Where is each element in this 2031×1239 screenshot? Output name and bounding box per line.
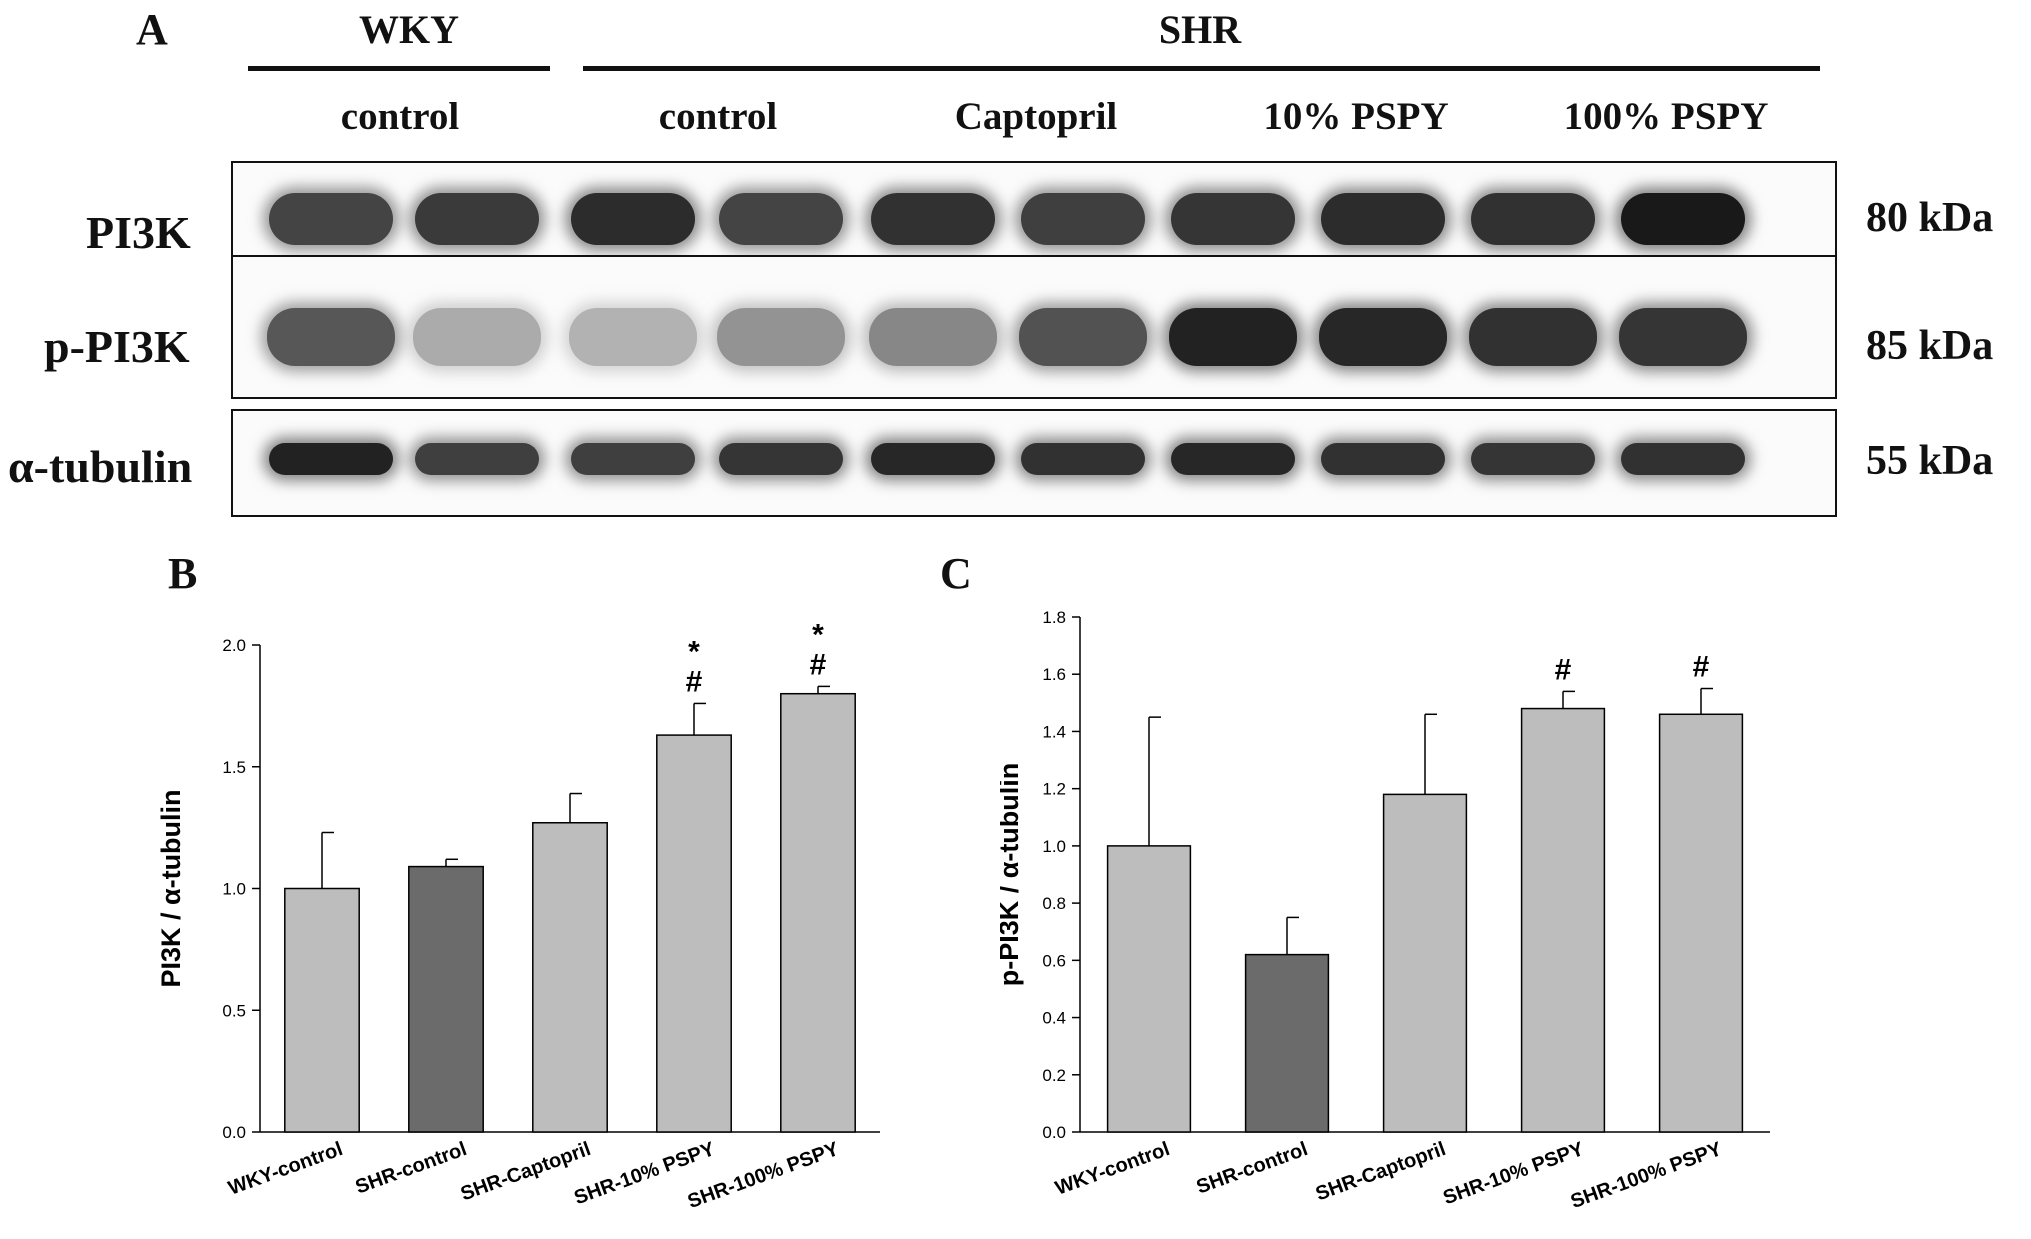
- condition-label-10-pspy: 10% PSPY: [1263, 95, 1449, 138]
- blot-band: [1169, 308, 1297, 366]
- y-tick-label: 0.2: [1042, 1066, 1066, 1085]
- significance-mark: #: [1555, 653, 1572, 686]
- bar: [284, 887, 360, 1133]
- bar: [1520, 707, 1606, 1133]
- x-tick-label: WKY-control: [1052, 1138, 1172, 1200]
- group-rule-wky: [248, 66, 550, 71]
- blot-band: [267, 308, 395, 366]
- condition-label-shr-control: control: [658, 95, 778, 138]
- significance-mark: *: [688, 635, 700, 668]
- blot-band: [413, 308, 541, 366]
- chart-b: 0.0 0.5 1.0 1.5 2.0 PI3K / α-tubulin WKY-contr…: [156, 618, 880, 1213]
- blot-band: [1621, 443, 1745, 475]
- blot-band: [871, 193, 995, 245]
- y-tick-label: 1.8: [1042, 608, 1066, 627]
- bar: [1106, 845, 1192, 1133]
- bar: [656, 734, 732, 1133]
- blot-band: [1619, 308, 1747, 366]
- blot-band: [1019, 308, 1147, 366]
- blot-p-pi3k: [231, 255, 1837, 399]
- x-tick-label: SHR-100% PSPY: [1568, 1138, 1726, 1213]
- condition-label-100-pspy: 100% PSPY: [1563, 95, 1769, 138]
- bar: [780, 692, 856, 1133]
- blot-band: [1471, 443, 1595, 475]
- blot-band: [717, 308, 845, 366]
- y-tick-label: 1.5: [222, 758, 246, 777]
- y-tick-label: 1.0: [222, 880, 246, 899]
- blot-band: [571, 443, 695, 475]
- kda-pi3k: 80 kDa: [1866, 195, 1994, 241]
- y-tick-label: 1.0: [1042, 837, 1066, 856]
- blot-band: [1021, 443, 1145, 475]
- bar: [1658, 713, 1744, 1133]
- blot-band: [871, 443, 995, 475]
- y-tick-label: 0.6: [1042, 951, 1066, 970]
- bar: [408, 865, 484, 1133]
- blot-band: [1319, 308, 1447, 366]
- blot-band: [1471, 193, 1595, 245]
- blot-alpha-tubulin: [231, 409, 1837, 517]
- y-tick-label: 0.0: [1042, 1123, 1066, 1142]
- blot-band: [1321, 193, 1445, 245]
- row-label-p-pi3k: p-PI3K: [44, 321, 190, 372]
- blot-band: [571, 193, 695, 245]
- y-tick-label: 1.2: [1042, 780, 1066, 799]
- blot-band: [1021, 193, 1145, 245]
- group-label-shr: SHR: [1158, 7, 1242, 52]
- blot-band: [269, 193, 393, 245]
- y-axis-label: p-PI3K / α-tubulin: [1000, 763, 1024, 987]
- kda-alpha-tubulin: 55 kDa: [1866, 438, 1994, 484]
- y-tick-label: 1.4: [1042, 722, 1066, 741]
- row-label-alpha-tubulin: α-tubulin: [8, 441, 193, 492]
- x-tick-label: SHR-control: [353, 1138, 470, 1199]
- x-tick-label: SHR-10% PSPY: [1440, 1138, 1587, 1209]
- blot-band: [1621, 193, 1745, 245]
- condition-label-wky-control: control: [340, 95, 460, 138]
- group-label-wky: WKY: [359, 7, 459, 52]
- bar: [1244, 953, 1330, 1133]
- y-tick-label: 1.6: [1042, 665, 1066, 684]
- panel-b-letter: B: [168, 549, 198, 598]
- panel-a-letter: A: [136, 5, 168, 54]
- bar: [1382, 793, 1468, 1133]
- x-tick-label: SHR-control: [1194, 1138, 1311, 1199]
- panel-c-letter: C: [940, 549, 972, 598]
- significance-mark: *: [812, 618, 824, 651]
- blot-band: [269, 443, 393, 475]
- y-tick-label: 2.0: [222, 636, 246, 655]
- blot-band: [1171, 443, 1295, 475]
- significance-mark: #: [810, 648, 827, 681]
- group-rule-shr: [583, 66, 1820, 71]
- blot-band: [869, 308, 997, 366]
- y-axis-label: PI3K / α-tubulin: [156, 789, 186, 987]
- y-tick-label: 0.0: [222, 1123, 246, 1142]
- y-tick-label: 0.4: [1042, 1009, 1066, 1028]
- blot-band: [719, 443, 843, 475]
- significance-mark: #: [686, 665, 703, 698]
- condition-label-captopril: Captopril: [954, 95, 1118, 138]
- blot-band: [1321, 443, 1445, 475]
- bar: [532, 822, 608, 1133]
- blot-band: [569, 308, 697, 366]
- y-tick-label: 0.5: [222, 1001, 246, 1020]
- blot-band: [1469, 308, 1597, 366]
- y-tick-label: 0.8: [1042, 894, 1066, 913]
- blot-band: [415, 193, 539, 245]
- chart-c: 0.0 0.2 0.4 0.6 0.8 1.0 1.2 1.4 1.6 1.8 p-PI3K / α…: [1000, 608, 1770, 1213]
- kda-p-pi3k: 85 kDa: [1866, 323, 1994, 369]
- blot-band: [719, 193, 843, 245]
- blot-band: [1171, 193, 1295, 245]
- significance-mark: #: [1693, 651, 1710, 684]
- x-tick-label: WKY-control: [225, 1138, 345, 1200]
- row-label-pi3k: PI3K: [86, 207, 191, 258]
- blot-band: [415, 443, 539, 475]
- x-tick-label: SHR-Captopril: [1313, 1138, 1449, 1205]
